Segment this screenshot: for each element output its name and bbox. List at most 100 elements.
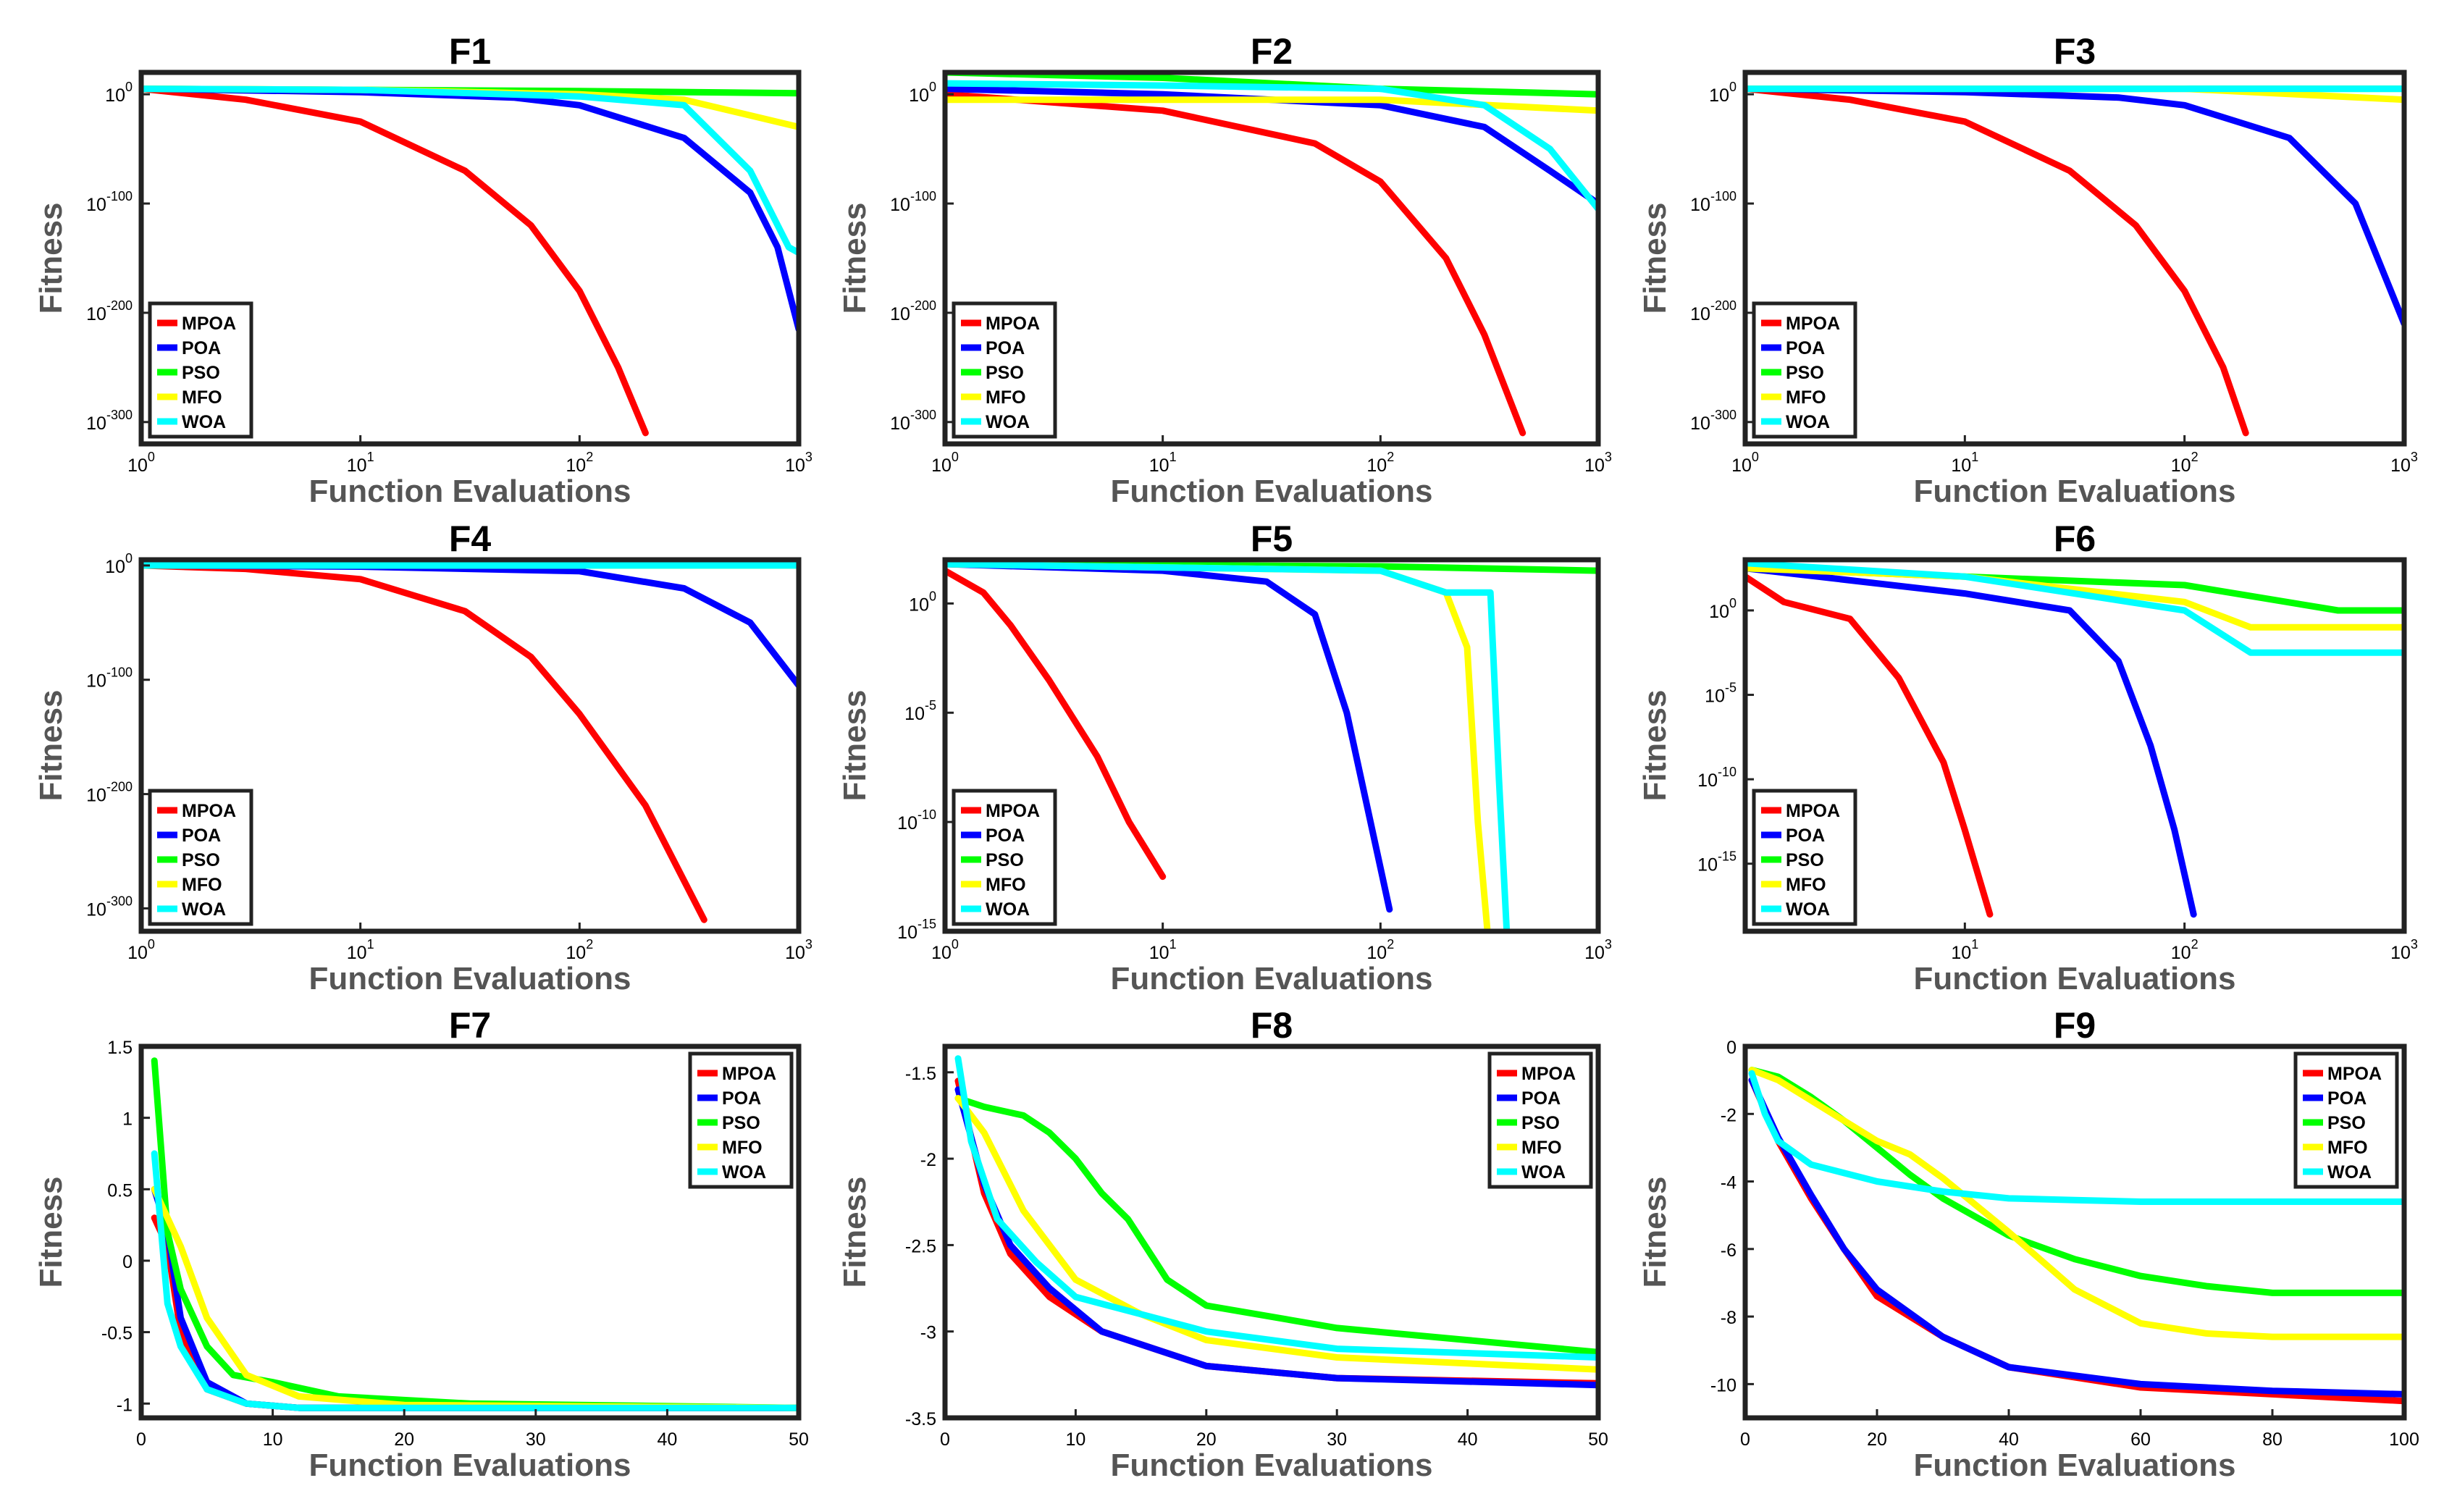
legend-label-poa: POA <box>722 1088 761 1109</box>
series-line-woa <box>945 80 1598 213</box>
x-tick-label: 80 <box>2262 1429 2283 1450</box>
chart-panel-f4: 100 101 102 103 100 10-100 10-200 10-300 F4 Funct… <box>33 518 812 996</box>
x-tick-label: 101 <box>1951 937 1978 963</box>
series-line-mfo <box>945 96 1598 114</box>
x-axis-label: Function Evaluations <box>309 474 631 509</box>
legend-label-mpoa: MPOA <box>182 801 236 821</box>
plot-frame <box>942 70 1601 447</box>
x-tick-label: 30 <box>526 1429 546 1450</box>
x-axis-label: Function Evaluations <box>309 961 631 996</box>
plot-frame <box>1742 557 2407 934</box>
legend-label-poa: POA <box>2327 1088 2367 1109</box>
y-axis-label: Fitness <box>837 202 873 314</box>
legend-label-pso: PSO <box>1786 363 1824 383</box>
chart-title: F5 <box>1251 518 1293 559</box>
y-tick-label: 0 <box>122 1252 133 1272</box>
y-tick-label: 10-100 <box>86 189 133 215</box>
x-tick-label: 10 <box>263 1429 283 1450</box>
legend: MPOA POA PSO MFO WOA <box>1487 1051 1593 1189</box>
y-tick-label: -0.5 <box>101 1324 133 1344</box>
y-axis-label: Fitness <box>837 689 873 801</box>
legend-label-mpoa: MPOA <box>1521 1064 1576 1084</box>
legend-label-pso: PSO <box>182 850 220 870</box>
y-tick-label: 100 <box>1709 80 1737 106</box>
y-tick-label: 10-15 <box>1697 849 1737 875</box>
legend-label-woa: WOA <box>182 899 226 920</box>
legend-label-woa: WOA <box>1786 899 1830 920</box>
x-tick-label: 100 <box>931 937 959 963</box>
x-tick-label: 20 <box>394 1429 414 1450</box>
series-line-pso <box>151 1057 799 1411</box>
chart-panel-f6: 101 102 103 100 10-5 10-10 10-15 F6 Function Eva… <box>1637 518 2418 996</box>
series-line-pso <box>945 72 1598 98</box>
legend-label-poa: POA <box>986 338 1025 358</box>
chart-panel-f1: 100 101 102 103 100 10-100 10-200 10-300 F1 Funct… <box>33 31 812 509</box>
series-line-poa <box>945 560 1393 913</box>
chart-title: F9 <box>2054 1005 2096 1046</box>
legend-label-mpoa: MPOA <box>2327 1064 2382 1084</box>
x-axis-label: Function Evaluations <box>309 1448 631 1483</box>
legend: MPOA POA PSO MFO WOA <box>148 789 253 926</box>
y-axis-label: Fitness <box>33 202 69 314</box>
legend-label-mfo: MFO <box>722 1138 763 1158</box>
chart-panel-f2: 100 101 102 103 100 10-100 10-200 10-300 F2 Funct… <box>837 31 1612 509</box>
legend-label-woa: WOA <box>1786 412 1830 432</box>
series-line-woa <box>1745 560 2404 656</box>
chart-panel-f9: 0 20 40 60 80 100 0 -2 -4 -6 -8 -10 F9 Function Evalu… <box>1637 1005 2419 1483</box>
chart-title: F2 <box>1251 31 1293 72</box>
legend-label-pso: PSO <box>722 1113 760 1133</box>
legend-label-mfo: MFO <box>182 875 222 895</box>
plot-frame <box>942 1043 1601 1421</box>
y-tick-label: -4 <box>1721 1173 1737 1193</box>
x-tick-label: 101 <box>1149 937 1177 963</box>
chart-title: F1 <box>449 31 491 72</box>
x-axis-label: Function Evaluations <box>1111 474 1433 509</box>
legend-label-mpoa: MPOA <box>1786 314 1840 334</box>
legend-label-woa: WOA <box>986 412 1030 432</box>
x-tick-label: 101 <box>1951 450 1978 476</box>
x-tick-label: 10 <box>1065 1429 1085 1450</box>
y-axis-label: Fitness <box>1637 689 1673 801</box>
x-tick-label: 101 <box>1149 450 1177 476</box>
series-line-mfo <box>954 1095 1598 1373</box>
legend-label-woa: WOA <box>182 412 226 432</box>
x-axis-label: Function Evaluations <box>1914 961 2236 996</box>
x-axis-label: Function Evaluations <box>1111 1448 1433 1483</box>
legend-label-woa: WOA <box>722 1162 766 1183</box>
legend: MPOA POA PSO MFO WOA <box>1752 301 1857 439</box>
plot-frame <box>138 1043 802 1421</box>
x-tick-label: 50 <box>1588 1429 1608 1450</box>
legend-label-poa: POA <box>182 826 221 846</box>
x-tick-label: 103 <box>2390 937 2418 963</box>
legend-label-pso: PSO <box>1521 1113 1560 1133</box>
y-tick-label: 10-10 <box>1697 765 1737 791</box>
legend: MPOA POA PSO MFO WOA <box>2293 1051 2399 1189</box>
plot-frame <box>942 557 1601 934</box>
y-tick-label: 10-300 <box>1690 408 1737 434</box>
legend-label-pso: PSO <box>986 850 1024 870</box>
x-tick-label: 101 <box>347 450 374 476</box>
y-tick-label: -2 <box>1721 1105 1737 1125</box>
legend-label-mfo: MFO <box>986 875 1026 895</box>
legend-label-mfo: MFO <box>1521 1138 1562 1158</box>
x-tick-label: 100 <box>2389 1429 2419 1450</box>
x-tick-label: 60 <box>2130 1429 2151 1450</box>
y-tick-label: 100 <box>909 589 936 615</box>
y-tick-label: -3 <box>920 1323 936 1343</box>
chart-panel-f5: 100 101 102 103 100 10-5 10-10 10-15 F5 Function … <box>837 518 1612 996</box>
chart-title: F4 <box>449 518 492 559</box>
legend-label-mfo: MFO <box>2327 1138 2368 1158</box>
x-tick-label: 20 <box>1196 1429 1217 1450</box>
x-tick-label: 103 <box>2390 450 2418 476</box>
legend-label-mfo: MFO <box>1786 387 1826 408</box>
legend-label-mfo: MFO <box>986 387 1026 408</box>
x-tick-label: 0 <box>1740 1429 1750 1450</box>
y-tick-label: 10-100 <box>86 665 133 692</box>
x-tick-label: 102 <box>2171 937 2199 963</box>
x-tick-label: 30 <box>1327 1429 1347 1450</box>
series-line-poa <box>1745 85 2404 327</box>
chart-title: F6 <box>2054 518 2096 559</box>
legend: MPOA POA PSO MFO WOA <box>688 1051 794 1189</box>
legend-label-mpoa: MPOA <box>1786 801 1840 821</box>
